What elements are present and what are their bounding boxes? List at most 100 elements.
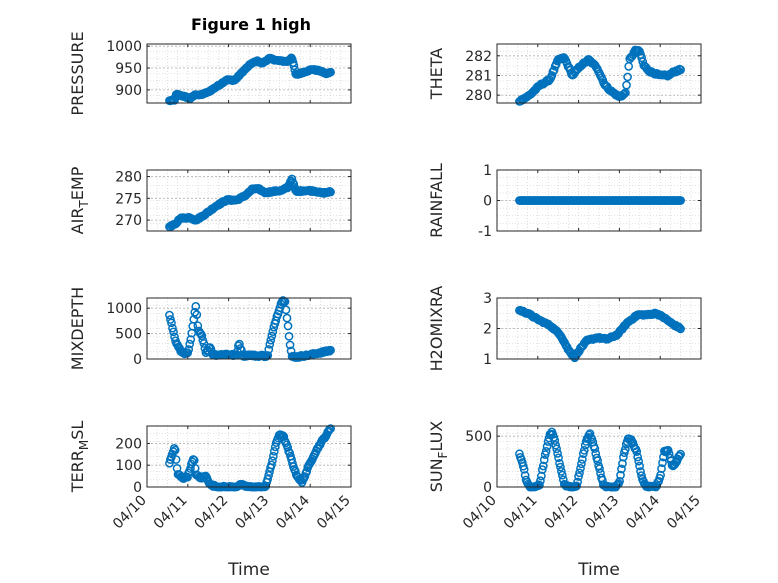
data-point: [572, 481, 582, 491]
data-point: [623, 72, 632, 82]
data-point: [302, 466, 312, 476]
data-point: [657, 464, 666, 473]
y-axis-label: AIRTEMP: [68, 166, 91, 234]
subplot-mixdepth: 0 500 1000 MIXDEPTH: [68, 287, 352, 370]
data-point: [199, 339, 209, 348]
data-point: [632, 447, 642, 456]
data-point: [289, 179, 299, 189]
axes-box: [496, 425, 702, 488]
data-point: [287, 174, 297, 184]
data-point: [264, 471, 273, 480]
x-tick-label: 04/14: [623, 492, 663, 532]
y-tick-label: 270: [115, 213, 142, 229]
y-tick-label: 0: [133, 480, 142, 496]
data-point: [634, 46, 643, 55]
data-point: [285, 340, 295, 350]
y-tick-label: 280: [465, 88, 492, 104]
data-point: [619, 452, 628, 462]
data-point: [653, 477, 663, 487]
data-point: [637, 471, 646, 480]
data-point: [538, 461, 548, 471]
data-point: [189, 455, 199, 465]
data-point: [190, 307, 200, 317]
data-point: [325, 346, 334, 356]
data-point: [578, 455, 587, 464]
data-point: [326, 424, 335, 433]
data-point: [326, 345, 335, 355]
data-point: [184, 345, 194, 354]
data-point: [269, 446, 279, 456]
data-point: [554, 453, 563, 463]
y-tick-label: 0: [133, 352, 142, 368]
data-point: [537, 465, 547, 474]
data-point: [658, 458, 667, 468]
data-point: [636, 467, 645, 476]
y-tick-label: 3: [483, 291, 492, 307]
data-point: [268, 327, 278, 336]
data-point: [675, 323, 684, 333]
x-tick-label: 04/11: [151, 493, 191, 533]
data-point: [676, 65, 685, 75]
data-point: [282, 313, 292, 323]
subplot-air_temp: 270 275 280 AIRTEMP: [68, 166, 352, 234]
y-axis-label: RAINFALL: [427, 163, 446, 238]
data-point: [284, 331, 294, 341]
data-point: [192, 310, 202, 319]
data-point: [170, 445, 180, 455]
data-point: [541, 447, 551, 456]
data-point: [617, 464, 626, 474]
data-point: [326, 67, 335, 77]
y-tick-label: 1000: [106, 301, 142, 317]
data-point: [542, 442, 552, 451]
data-point: [197, 331, 207, 341]
data-point: [551, 440, 561, 450]
y-axis-label: MIXDEPTH: [68, 287, 87, 370]
x-tick-label: 04/12: [542, 493, 582, 533]
data-point: [539, 455, 549, 465]
subplot-terr_msl: 0 100 200 04/10 04/11 04/12 04/13 04/14 04/15 Tim…: [68, 421, 354, 580]
data-point: [676, 324, 685, 334]
data-point: [577, 459, 586, 469]
data-point: [676, 196, 685, 205]
data-point: [519, 464, 529, 474]
y-axis-label: PRESSURE: [68, 31, 87, 115]
data-point: [627, 436, 637, 446]
y-tick-label: 275: [115, 191, 142, 207]
data-point: [265, 339, 275, 349]
data-point: [558, 470, 567, 480]
x-tick-label: 04/13: [582, 493, 622, 533]
data-point: [620, 445, 630, 454]
y-tick-label: 2: [483, 322, 492, 338]
data-point: [622, 80, 631, 90]
data-point: [556, 462, 565, 472]
data-point: [169, 327, 178, 337]
y-tick-label: 500: [115, 327, 142, 343]
data-point: [593, 456, 602, 466]
y-tick-label: -1: [478, 224, 492, 240]
y-tick-label: 0: [483, 480, 492, 496]
y-tick-label: 282: [465, 49, 492, 65]
y-tick-label: 900: [115, 83, 142, 99]
data-point: [185, 339, 195, 349]
data-point: [515, 449, 524, 459]
data-point: [553, 449, 562, 458]
axes-box: [146, 169, 352, 232]
y-tick-label: 950: [115, 61, 142, 77]
data-point: [548, 67, 558, 76]
subplot-pressure: 900 950 1000 PRESSURE: [68, 31, 352, 116]
data-point: [674, 322, 684, 332]
data-point: [620, 89, 629, 99]
data-point: [267, 460, 276, 470]
y-axis-label: SUNFLUX: [427, 421, 450, 493]
x-tick-label: 04/12: [192, 493, 232, 533]
data-point: [283, 443, 293, 452]
data-point: [281, 305, 291, 315]
data-point: [579, 445, 589, 455]
data-point: [575, 468, 584, 478]
y-tick-label: 281: [465, 68, 492, 84]
axes-box: [146, 297, 352, 360]
data-point: [576, 463, 585, 473]
x-tick-label: 04/14: [273, 492, 313, 532]
